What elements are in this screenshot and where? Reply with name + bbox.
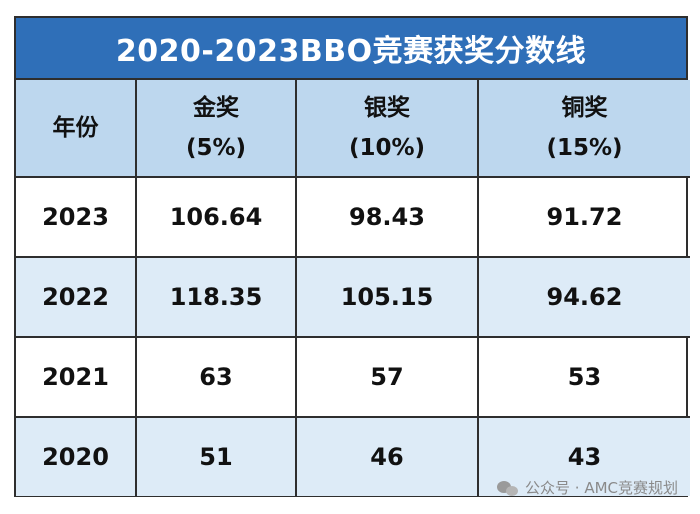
silver-cell: 98.43 bbox=[295, 177, 479, 258]
bronze-percent: (15%) bbox=[546, 135, 623, 161]
title-bar: 2020-2023BBO竞赛获奖分数线 bbox=[16, 18, 686, 80]
header-year: 年份 bbox=[16, 80, 137, 178]
gold-cell: 106.64 bbox=[135, 177, 297, 258]
header-row: 年份 金奖 (5%) 银奖 (10%) 铜奖 (15%) bbox=[16, 80, 690, 178]
bronze-cell: 53 bbox=[477, 336, 690, 418]
bronze-cell: 91.72 bbox=[477, 177, 690, 258]
table-title: 2020-2023BBO竞赛获奖分数线 bbox=[115, 34, 587, 69]
watermark-text: 公众号 · AMC竞赛规划 bbox=[525, 479, 678, 497]
silver-percent: (10%) bbox=[348, 135, 426, 161]
gold-cell: 51 bbox=[135, 416, 297, 496]
bronze-cell: 43 bbox=[477, 416, 690, 496]
gold-label: 金奖 bbox=[193, 95, 239, 121]
year-cell: 2023 bbox=[16, 177, 137, 258]
watermark: 公众号 · AMC竞赛规划 bbox=[497, 477, 678, 498]
silver-cell: 46 bbox=[295, 416, 479, 496]
table-row: 2022 118.35 105.15 94.62 bbox=[16, 256, 690, 338]
silver-label: 银奖 bbox=[364, 95, 410, 121]
year-cell: 2022 bbox=[16, 256, 137, 338]
silver-cell: 105.15 bbox=[295, 256, 479, 338]
silver-cell: 57 bbox=[295, 336, 479, 418]
gold-cell: 63 bbox=[135, 336, 297, 418]
table-row: 2023 106.64 98.43 91.72 bbox=[16, 177, 690, 258]
bronze-cell: 94.62 bbox=[477, 256, 690, 338]
score-table-container: 2020-2023BBO竞赛获奖分数线 年份 金奖 (5%) 银奖 (10%) … bbox=[14, 16, 690, 497]
table-row: 2020 51 46 43 bbox=[16, 416, 690, 496]
table-row: 2021 63 57 53 bbox=[16, 336, 690, 418]
score-table: 年份 金奖 (5%) 银奖 (10%) 铜奖 (15%) 2023 106 bbox=[16, 80, 690, 496]
year-cell: 2021 bbox=[16, 336, 137, 418]
header-gold: 金奖 (5%) bbox=[135, 80, 297, 178]
bronze-label: 铜奖 bbox=[561, 95, 608, 121]
header-bronze: 铜奖 (15%) bbox=[477, 80, 690, 178]
year-cell: 2020 bbox=[16, 416, 137, 496]
gold-percent: (5%) bbox=[185, 135, 247, 161]
gold-cell: 118.35 bbox=[135, 256, 297, 338]
header-silver: 银奖 (10%) bbox=[295, 80, 479, 178]
wechat-icon bbox=[497, 479, 519, 497]
